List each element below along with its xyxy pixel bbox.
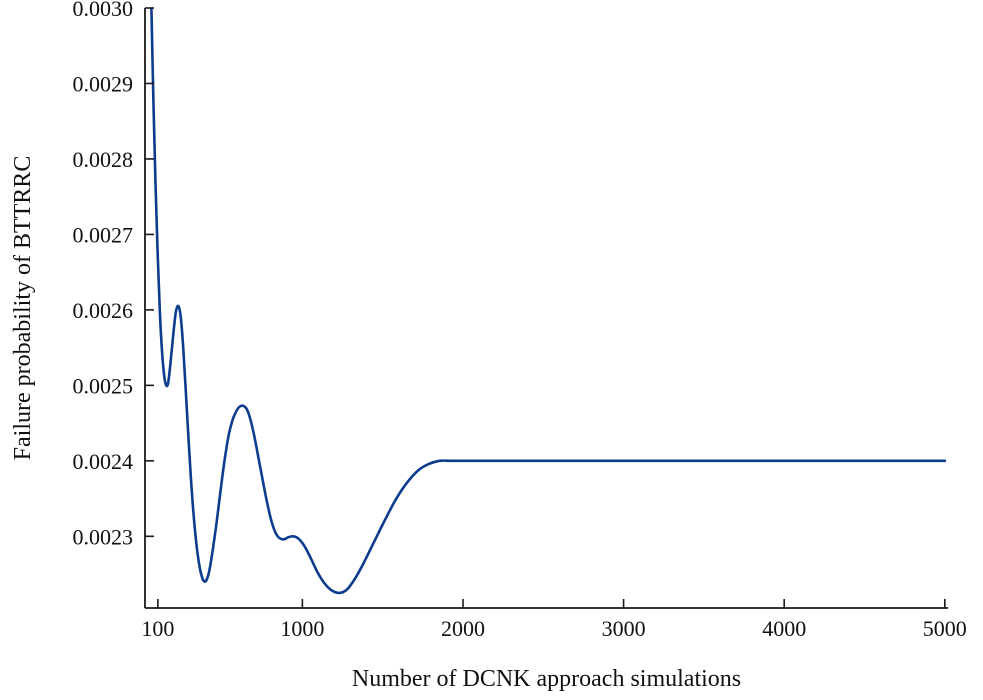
x-tick-label: 3000 [602, 616, 646, 641]
x-tick-label: 100 [141, 616, 174, 641]
y-tick-label: 0.0029 [73, 71, 134, 96]
y-tick-label: 0.0023 [73, 524, 134, 549]
y-axis-label: Failure probability of BTTRRC [10, 156, 36, 461]
series-line [150, 8, 947, 595]
y-tick-label: 0.0030 [73, 0, 134, 21]
x-axis-label: Number of DCNK approach simulations [352, 666, 741, 692]
y-tick-label: 0.0025 [73, 373, 134, 398]
series-group [150, 8, 947, 595]
axis-tick-labels: 100 1000 2000 3000 4000 5000 0.0023 0.0024 0.002… [73, 0, 967, 641]
y-tick-label: 0.0024 [73, 449, 134, 474]
y-tick-label: 0.0028 [73, 147, 134, 172]
x-tick-label: 5000 [923, 616, 967, 641]
y-tick-label: 0.0026 [73, 298, 134, 323]
y-tick-label: 0.0027 [73, 222, 134, 247]
axis-ticks [145, 7, 946, 608]
x-tick-label: 1000 [280, 616, 324, 641]
x-tick-label: 4000 [762, 616, 806, 641]
axis-spines [144, 8, 948, 609]
x-tick-label: 2000 [441, 616, 485, 641]
